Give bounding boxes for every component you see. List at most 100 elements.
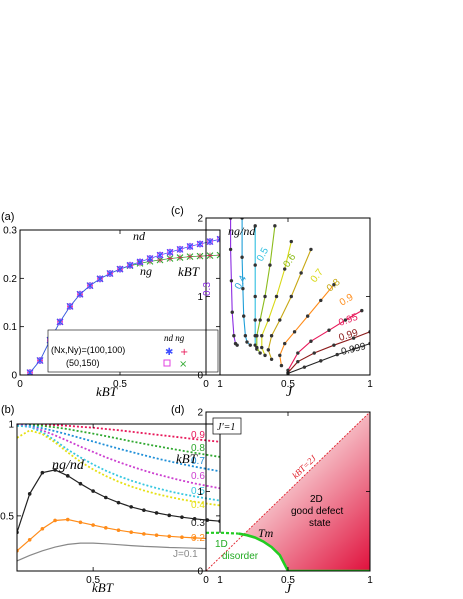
- point-b: [65, 474, 70, 478]
- series-line-b: [17, 518, 220, 552]
- legend-marker-ng-2: ×: [179, 359, 187, 370]
- diag-line-2j: [206, 412, 370, 571]
- point-nd-50x150: [217, 236, 220, 243]
- contour-label-c: 0.95: [337, 312, 359, 329]
- series-label-b: 0.3: [191, 518, 205, 529]
- region-good-defect: good defect: [291, 506, 343, 517]
- curve-label-ng: ng: [140, 264, 152, 278]
- contour-point-c: [266, 348, 271, 352]
- panel-label-b: (b): [1, 404, 14, 416]
- contour-point-c: [230, 310, 234, 314]
- point-nd: [156, 251, 164, 259]
- contour-point-c: [253, 318, 257, 322]
- contour-label-c: 0.4: [233, 274, 249, 292]
- point-b: [167, 534, 172, 539]
- contour-point-c: [296, 359, 300, 364]
- point-b: [27, 492, 32, 496]
- contour-point-c: [255, 334, 259, 338]
- b-xtick-label: 0.5: [86, 575, 100, 586]
- curve-label-nd: nd: [133, 229, 146, 243]
- ylabel-c: kBT: [178, 264, 200, 279]
- contour-point-c: [292, 330, 297, 334]
- contour-point-c: [299, 271, 303, 275]
- b-ytick-label: 1: [8, 420, 14, 431]
- contour-point-c: [253, 224, 257, 228]
- point-b: [192, 517, 197, 521]
- d-ytick-label: 1: [197, 487, 203, 498]
- contour-point-c: [319, 359, 323, 363]
- tm-curve: [238, 532, 370, 571]
- a-ytick-label: 0.1: [3, 322, 17, 333]
- contour-point-c: [327, 328, 331, 332]
- point-nd: [96, 275, 104, 283]
- point-b: [78, 481, 83, 486]
- contour-point-c: [253, 294, 257, 299]
- c-ytick-label: 1: [197, 292, 203, 303]
- contour-point-c: [266, 318, 271, 322]
- contour-point-c: [258, 318, 262, 322]
- legend-marker-ng-1: +: [180, 347, 188, 358]
- contour-point-c: [235, 343, 239, 347]
- contour-point-c: [268, 263, 272, 267]
- series-label-b: 0.9: [191, 430, 205, 441]
- point-b: [91, 523, 95, 527]
- contour-point-c: [263, 353, 267, 358]
- point-b: [180, 535, 184, 539]
- point-nd: [36, 357, 44, 364]
- point-b: [78, 520, 83, 525]
- contour-label-c: 0.9: [338, 292, 356, 309]
- contour-point-c: [351, 336, 356, 340]
- point-ng-plus: [167, 255, 173, 262]
- series-line-b: [17, 424, 220, 490]
- contour-point-c: [255, 345, 259, 350]
- contour-line-c: [254, 225, 258, 350]
- panel-b: 0.5 10.51 ng/nd 0.90.80.70.60.50.40.30.2J…: [0, 420, 223, 596]
- series-label-b: J=0.1: [173, 549, 198, 560]
- d-xtick-label: 1: [367, 575, 373, 586]
- contour-point-c: [229, 279, 234, 283]
- point-b: [129, 530, 133, 535]
- contour-point-c: [283, 341, 287, 346]
- a-ytick-label: 0.3: [3, 226, 17, 237]
- jprime-box: [212, 417, 242, 435]
- contour-point-c: [289, 239, 293, 244]
- contour-point-c: [351, 347, 356, 351]
- tm-label: Tm: [258, 526, 274, 540]
- point-b: [40, 526, 45, 531]
- xlabel-a: kBT: [96, 384, 118, 399]
- point-b: [142, 508, 146, 512]
- series-line-b: [17, 424, 220, 443]
- contour-label-c: 0.99: [338, 327, 360, 344]
- point-b: [180, 515, 184, 519]
- a-ytick-label: 0.2: [3, 274, 17, 285]
- point-nd: [76, 290, 84, 298]
- series-label-b: 0.5: [191, 486, 205, 497]
- contour-point-c: [260, 334, 264, 338]
- region-disorder: disorder: [222, 551, 259, 562]
- contour-point-c: [263, 294, 267, 299]
- point-nd: [56, 318, 64, 326]
- xlabel-d: J: [285, 582, 292, 597]
- point-ng-plus: [217, 252, 220, 259]
- contour-point-c: [274, 294, 279, 299]
- curve-label-ratio-c: ng/nd: [228, 224, 256, 238]
- contour-point-c: [258, 351, 262, 355]
- legend-header: nd ng: [164, 333, 185, 343]
- contour-line-c: [287, 331, 370, 373]
- xlabel-c: J: [286, 385, 293, 400]
- series-label-b: 0.2: [191, 533, 205, 544]
- contour-label-c: 0.6: [281, 252, 298, 270]
- contour-point-c: [360, 308, 364, 313]
- point-b: [27, 537, 32, 542]
- point-b: [40, 470, 45, 475]
- d-xtick-label: 0: [203, 575, 209, 586]
- point-ng-plus: [207, 252, 213, 259]
- disorder-region: [206, 532, 288, 571]
- region-state: state: [309, 518, 331, 529]
- panel-a: 0 0.5 100.10.20.3 nd ng nd ng (Nx,Ny)=(100…: [3, 226, 223, 400]
- b-ytick-label: 0.5: [0, 511, 14, 522]
- contour-point-c: [245, 340, 249, 344]
